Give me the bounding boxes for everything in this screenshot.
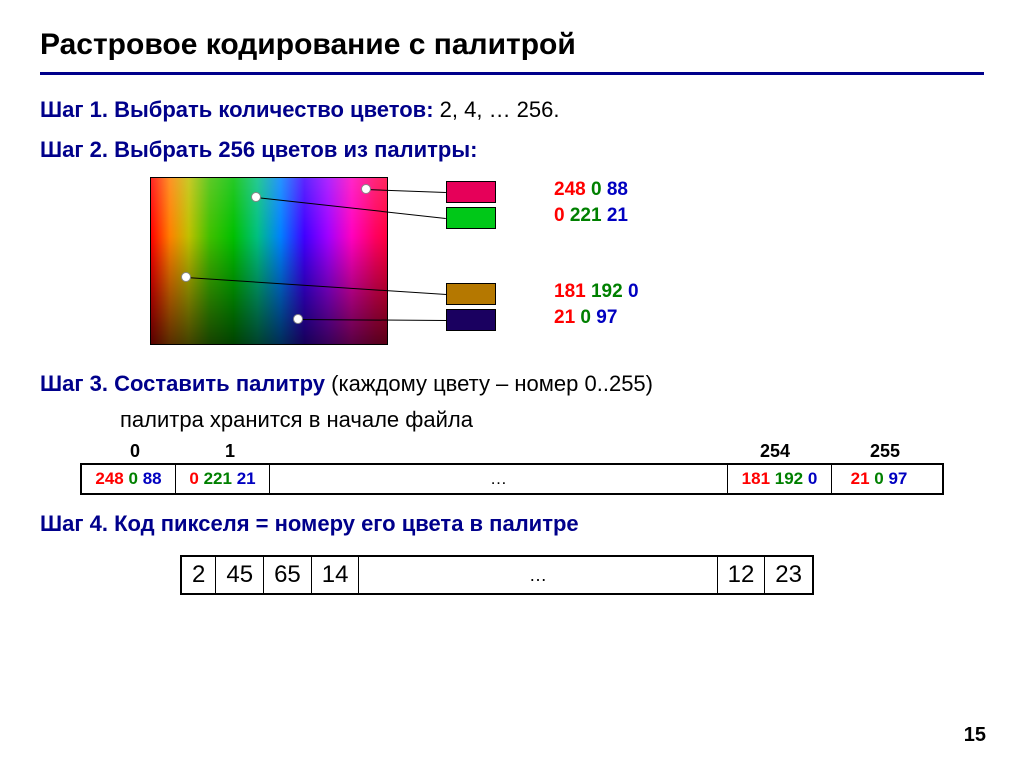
spectrum-dot [251, 192, 261, 202]
palette-headers: 0 1 254 255 [80, 441, 944, 463]
rgb-label: 248 0 88 [554, 179, 628, 201]
code-cell: 2 [182, 557, 216, 593]
pixel-codes-table: 2456514…1223 [180, 555, 814, 595]
step-2-label: Шаг 2. Выбрать 256 цветов из палитры: [40, 137, 477, 162]
step-3-line: Шаг 3. Составить палитру (каждому цвету … [40, 371, 984, 397]
palette-rgb-cell: 21 0 97 [832, 465, 926, 493]
spectrum-dot [293, 314, 303, 324]
color-swatch [446, 181, 496, 203]
palette-table: 248 0 880 221 21…181 192 021 0 97 [80, 463, 944, 495]
palette-ellipsis-cell: … [270, 465, 728, 493]
step-3-rest: (каждому цвету – номер 0..255) [325, 371, 653, 396]
spectrum-dot [181, 272, 191, 282]
palette-table-wrap: 0 1 254 255 248 0 880 221 21…181 192 021 0 … [80, 441, 944, 495]
code-cell: 12 [718, 557, 766, 593]
slide-title: Растровое кодирование с палитрой [40, 28, 984, 75]
color-swatch [446, 207, 496, 229]
step-2-line: Шаг 2. Выбрать 256 цветов из палитры: [40, 137, 984, 163]
palette-header: 255 [870, 441, 900, 462]
step-3-label: Шаг 3. Составить палитру [40, 371, 325, 396]
step-1-line: Шаг 1. Выбрать количество цветов: 2, 4, … [40, 97, 984, 123]
rgb-label: 181 192 0 [554, 281, 639, 303]
step-4-line: Шаг 4. Код пикселя = номеру его цвета в … [40, 511, 984, 537]
spectrum-diagram: 248 0 88 0 221 21 181 192 0 21 0 97 [150, 177, 984, 367]
step-1-label: Шаг 1. Выбрать количество цветов: [40, 97, 434, 122]
code-cell: 65 [264, 557, 312, 593]
code-cell: 23 [765, 557, 812, 593]
step-3-subline: палитра хранится в начале файла [120, 407, 984, 433]
palette-rgb-cell: 248 0 88 [82, 465, 176, 493]
rgb-label: 0 221 21 [554, 205, 628, 227]
palette-header: 1 [225, 441, 235, 462]
rgb-label: 21 0 97 [554, 307, 617, 329]
palette-rgb-cell: 181 192 0 [728, 465, 832, 493]
step-1-rest: 2, 4, … 256. [434, 97, 560, 122]
step-4-label: Шаг 4. Код пикселя = номеру его цвета в … [40, 511, 579, 536]
palette-rgb-cell: 0 221 21 [176, 465, 270, 493]
palette-header: 0 [130, 441, 140, 462]
page-number: 15 [964, 724, 986, 747]
color-swatch [446, 309, 496, 331]
color-swatch [446, 283, 496, 305]
code-cell: 14 [312, 557, 360, 593]
code-cell: 45 [216, 557, 264, 593]
code-ellipsis-cell: … [359, 557, 717, 593]
spectrum-dot [361, 184, 371, 194]
palette-header: 254 [760, 441, 790, 462]
